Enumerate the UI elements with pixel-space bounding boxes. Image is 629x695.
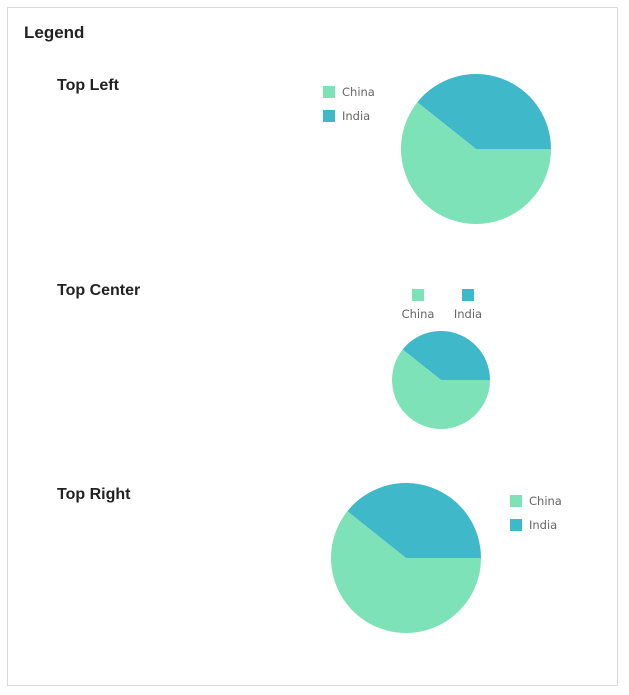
legend-label: India <box>453 307 483 321</box>
legend-card <box>7 7 618 686</box>
legend-swatch <box>412 289 424 301</box>
legend-item-china[interactable]: China <box>510 494 562 508</box>
pie-slice-india[interactable] <box>347 483 481 558</box>
legend-swatch <box>462 289 474 301</box>
pie-slice-china[interactable] <box>392 349 490 429</box>
chart-title-top-right: Top Right <box>57 486 131 503</box>
legend-swatch <box>323 110 335 122</box>
legend-item-india[interactable]: India <box>323 109 370 123</box>
legend-item-india[interactable]: India <box>443 289 493 321</box>
legend-item-china[interactable]: China <box>393 289 443 321</box>
legend-swatch <box>323 86 335 98</box>
pie-slice-india[interactable] <box>417 73 551 149</box>
legend-swatch <box>510 519 522 531</box>
chart-title-top-left: Top Left <box>57 77 119 94</box>
legend-label: China <box>529 494 562 508</box>
pie-slice-china[interactable] <box>330 511 481 633</box>
legend-label: China <box>342 85 375 99</box>
legend-item-india[interactable]: India <box>510 518 557 532</box>
legend-label: India <box>529 518 558 532</box>
legend-item-china[interactable]: China <box>323 85 375 99</box>
legend-label: India <box>342 109 371 123</box>
chart-title-top-center: Top Center <box>57 282 141 299</box>
legend-swatch <box>510 495 522 507</box>
card-title: Legend <box>24 23 85 42</box>
legend-label: China <box>401 307 435 321</box>
pie-slice-china[interactable] <box>401 102 551 224</box>
pie-slice-india[interactable] <box>402 330 490 380</box>
